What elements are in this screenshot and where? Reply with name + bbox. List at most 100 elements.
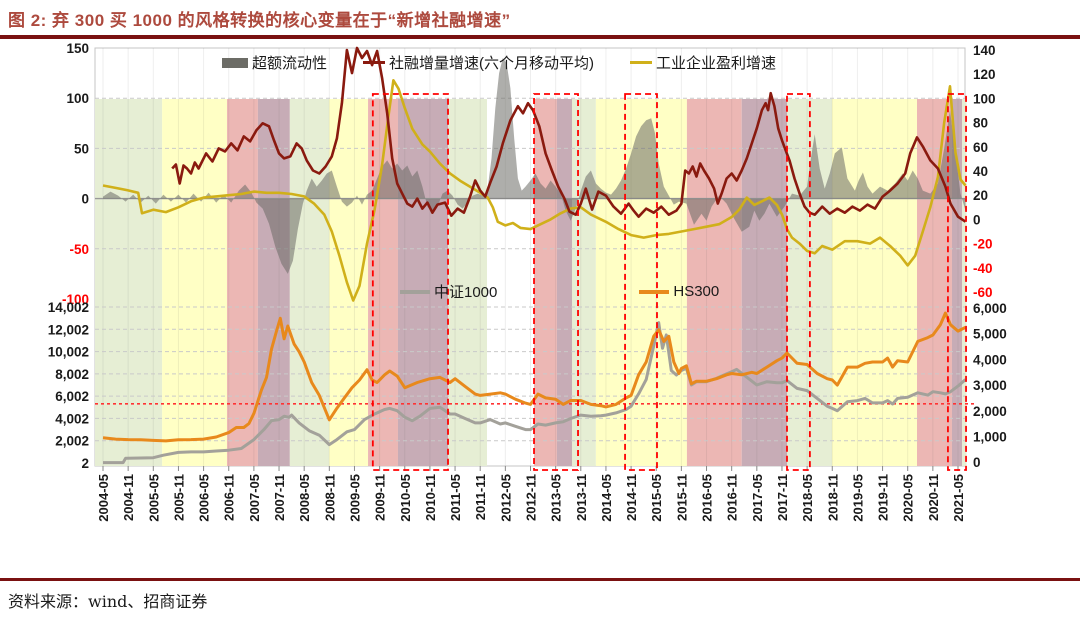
x-axis-label: 2006-11 — [222, 474, 237, 521]
highlight-box — [533, 93, 579, 471]
axis-bottom-right-label: 1,000 — [973, 430, 1007, 445]
x-axis-label: 2004-05 — [96, 474, 111, 522]
axis-bottom-left-label: 8,002 — [55, 367, 89, 382]
x-axis-label: 2009-11 — [373, 474, 388, 521]
axis-bottom-right-label: 0 — [973, 455, 981, 470]
x-axis-label: 2010-05 — [398, 474, 413, 522]
highlight-box — [371, 93, 449, 471]
x-axis-label: 2011-11 — [473, 474, 488, 520]
x-axis-label: 2019-11 — [876, 474, 891, 521]
axis-bottom-left-label: 14,002 — [48, 300, 89, 315]
regime-band-green — [289, 99, 330, 466]
x-axis-label: 2012-05 — [498, 474, 513, 522]
x-axis-label: 2007-05 — [247, 474, 262, 522]
axis-top-right-label: -20 — [973, 237, 993, 252]
social-financing-line — [171, 46, 967, 223]
axis-top-right-label: 20 — [973, 188, 988, 203]
industrial-profit-line-swatch — [630, 61, 653, 64]
axis-top-left-label: -100 — [62, 292, 89, 307]
x-axis-label: 2021-05 — [951, 474, 966, 522]
regime-band-green — [448, 99, 487, 466]
series-social-financing — [171, 46, 967, 223]
x-axis-label: 2005-05 — [146, 474, 161, 522]
x-axis-label: 2017-11 — [775, 474, 790, 521]
axis-top-right-label: -60 — [973, 285, 993, 300]
excess-liquidity-swatch — [222, 57, 248, 68]
regime-band-yellow — [329, 99, 369, 466]
axis-bottom-right-label: 4,000 — [973, 352, 1007, 367]
x-axis-label: 2012-11 — [523, 474, 538, 521]
regime-band-pink — [226, 99, 258, 466]
x-axis-labels: 2004-05 2004-11 2005-05 2005-11 2006-05 2006-… — [96, 474, 966, 522]
axis-top-right-label: 60 — [973, 140, 988, 155]
x-axis-label: 2018-11 — [825, 474, 840, 521]
x-axis-label: 2018-05 — [800, 474, 815, 522]
axis-bottom-left-label: 6,002 — [55, 389, 89, 404]
hs300-line-swatch — [639, 289, 670, 294]
regime-band-yellow — [162, 99, 227, 466]
source-note: 资料来源：wind、招商证券 — [8, 592, 208, 611]
axis-top-left-label: 150 — [66, 41, 89, 56]
x-axis-ticks — [102, 466, 959, 471]
x-axis-label: 2011-05 — [448, 474, 463, 521]
regime-band-pink — [686, 99, 742, 466]
series-industrial-profit — [102, 79, 967, 302]
x-axis-label: 2010-11 — [423, 474, 438, 521]
x-axis-label: 2015-05 — [649, 474, 664, 522]
hs300-line — [102, 311, 967, 443]
axis-top-right-label: 100 — [973, 91, 996, 106]
axis-bottom-left-label: 4,002 — [55, 411, 89, 426]
x-axis-label: 2006-05 — [197, 474, 212, 522]
axis-top-left-label: 100 — [66, 91, 89, 106]
highlight-boxes — [371, 93, 967, 471]
csi1000-line-swatch — [400, 289, 430, 294]
axis-top-left-label: -50 — [69, 242, 89, 257]
x-axis-label: 2014-05 — [599, 474, 614, 522]
axis-bottom-right-label: 6,000 — [973, 301, 1007, 316]
regime-band-yellow — [832, 99, 918, 466]
series-excess-liquidity — [103, 58, 966, 274]
regime-band-mauve — [951, 99, 963, 466]
x-axis-label: 2017-05 — [750, 474, 765, 522]
footer-rule — [0, 578, 1080, 581]
regime-band-mauve — [397, 99, 449, 466]
legend-item-hs300: HS300 — [639, 283, 719, 300]
axis-bottom-left-label: 12,002 — [48, 322, 89, 337]
axis-top-left-label: 50 — [74, 141, 89, 156]
legend-item-excess-liquidity: 超额流动性 — [222, 52, 327, 73]
axis-bottom-right-label: 3,000 — [973, 378, 1007, 393]
x-axis-label: 2016-11 — [725, 474, 740, 521]
regime-band-green — [962, 99, 967, 466]
legend-item-csi1000: 中证1000 — [400, 281, 497, 302]
legend-label-hs300: HS300 — [673, 283, 720, 300]
series-csi1000 — [103, 321, 967, 465]
series-hs300 — [102, 311, 967, 443]
axis-top-right-label: 80 — [973, 116, 988, 131]
excess-liquidity-area — [103, 58, 966, 274]
csi1000-line — [103, 321, 967, 465]
x-axis-label: 2008-11 — [322, 474, 337, 521]
x-axis-label: 2005-11 — [171, 474, 186, 521]
x-axis-label: 2013-05 — [549, 474, 564, 522]
axis-top-right-label: 0 — [973, 212, 981, 227]
axis-top-right: 140 120 100 80 60 40 20 0 -20 -40 -60 — [973, 43, 996, 300]
x-axis-label: 2015-11 — [674, 474, 689, 521]
highlight-box — [786, 93, 811, 471]
legend-bottom-panel: 中证1000 HS300 — [400, 281, 719, 302]
x-axis-label: 2014-11 — [624, 474, 639, 521]
axis-top-right-label: 40 — [973, 164, 988, 179]
regime-band-mauve — [741, 99, 787, 466]
legend-label-excess-liquidity: 超额流动性 — [252, 55, 328, 72]
highlight-box — [624, 93, 658, 471]
legend-label-csi1000: 中证1000 — [434, 284, 498, 301]
regime-band-green — [95, 99, 163, 466]
title-rule — [0, 35, 1080, 39]
x-axis-label: 2009-05 — [347, 474, 362, 522]
highlight-box — [947, 93, 967, 471]
industrial-profit-line — [102, 79, 967, 302]
legend-item-industrial-profit: 工业企业盈利增速 — [630, 52, 776, 73]
legend-top: 超额流动性 社融增量增速(六个月移动平均) 工业企业盈利增速 — [222, 52, 776, 73]
legend-item-social-financing: 社融增量增速(六个月移动平均) — [363, 52, 594, 73]
